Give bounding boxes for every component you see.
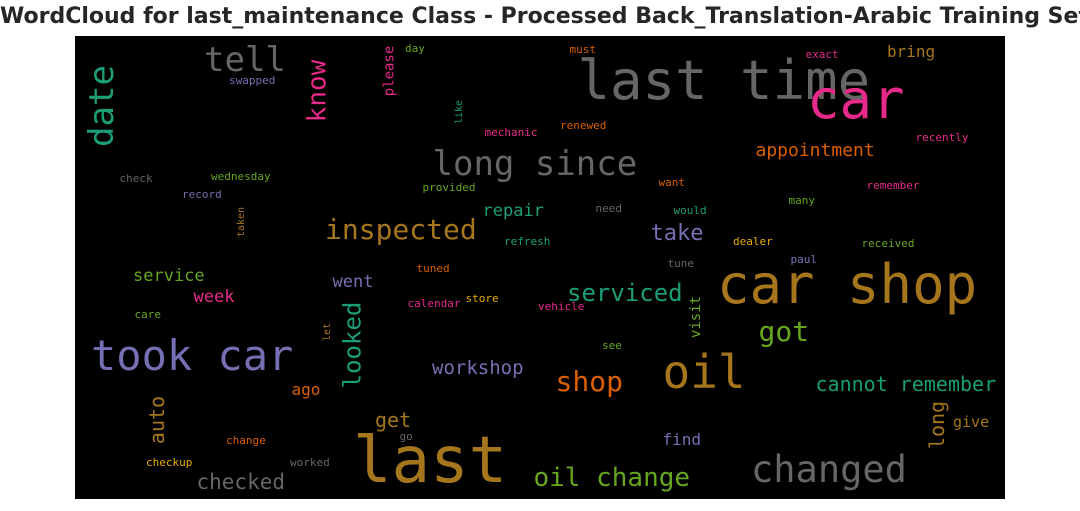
- word-refresh: refresh: [504, 234, 551, 248]
- word-workshop: workshop: [432, 356, 524, 379]
- word-get: get: [375, 408, 412, 432]
- wordcloud-canvas: last time car car shop last took car oil chang…: [75, 36, 1005, 499]
- word-car-shop: car shop: [717, 253, 978, 316]
- word-calendar: calendar: [407, 296, 461, 310]
- word-tune: tune: [667, 256, 695, 270]
- word-day: day: [405, 41, 425, 55]
- word-see: see: [602, 338, 622, 352]
- word-tuned: tuned: [416, 261, 450, 275]
- word-week: week: [193, 286, 235, 307]
- word-tell: tell: [204, 40, 286, 80]
- word-provided: provided: [422, 180, 476, 194]
- word-repair: repair: [482, 200, 544, 221]
- word-record: record: [182, 187, 222, 201]
- word-vehicle: vehicle: [538, 299, 585, 313]
- word-take: take: [650, 221, 704, 246]
- word-checkup: checkup: [146, 455, 193, 469]
- word-recently: recently: [915, 130, 969, 144]
- word-cannot-remember: cannot remember: [815, 372, 997, 396]
- word-paul: paul: [790, 252, 818, 266]
- chart-title: WordCloud for last_maintenance Class - P…: [0, 4, 1080, 29]
- word-would: would: [673, 203, 707, 217]
- word-auto: auto: [145, 395, 170, 445]
- word-checked: checked: [196, 469, 286, 494]
- word-visit: visit: [688, 295, 705, 339]
- word-dealer: dealer: [733, 234, 773, 248]
- word-mechanic: mechanic: [484, 125, 538, 139]
- word-many: many: [788, 193, 816, 207]
- word-last-time: last time: [577, 49, 871, 112]
- word-last: last: [353, 424, 508, 498]
- word-change: change: [226, 433, 266, 447]
- word-know: know: [301, 59, 332, 123]
- word-renewed: renewed: [560, 118, 607, 132]
- word-give: give: [953, 412, 990, 431]
- word-went: went: [332, 271, 374, 292]
- word-bring: bring: [887, 42, 936, 61]
- word-inspected: inspected: [325, 213, 477, 246]
- word-remember: remember: [866, 178, 920, 192]
- word-long: long: [925, 400, 950, 450]
- word-let: let: [322, 322, 334, 342]
- word-check: check: [119, 171, 153, 185]
- word-serviced: serviced: [567, 279, 683, 307]
- word-wednesday: wednesday: [211, 169, 271, 183]
- word-service: service: [133, 265, 205, 286]
- word-appointment: appointment: [755, 140, 875, 161]
- word-car: car: [807, 68, 905, 131]
- word-must: must: [569, 42, 597, 56]
- word-shop: shop: [555, 365, 623, 398]
- word-long-since: long since: [432, 144, 638, 184]
- word-received: received: [861, 236, 915, 250]
- word-ago: ago: [291, 380, 321, 399]
- word-looked: looked: [337, 301, 366, 389]
- word-taken: taken: [236, 206, 248, 238]
- word-care: care: [134, 307, 162, 321]
- word-oil-change: oil change: [533, 463, 691, 493]
- word-swapped: swapped: [229, 73, 276, 87]
- word-need: need: [595, 201, 623, 215]
- word-oil: oil: [662, 345, 746, 399]
- word-changed: changed: [751, 447, 907, 491]
- word-got: got: [758, 315, 810, 348]
- word-took-car: took car: [91, 331, 294, 380]
- word-date: date: [81, 65, 122, 147]
- word-want: want: [658, 175, 686, 189]
- word-please: please: [380, 45, 397, 97]
- word-exact: exact: [805, 47, 839, 61]
- word-go: go: [399, 429, 413, 443]
- word-worked: worked: [290, 455, 330, 469]
- word-store: store: [465, 291, 499, 305]
- word-find: find: [662, 430, 702, 449]
- word-like: like: [454, 99, 466, 125]
